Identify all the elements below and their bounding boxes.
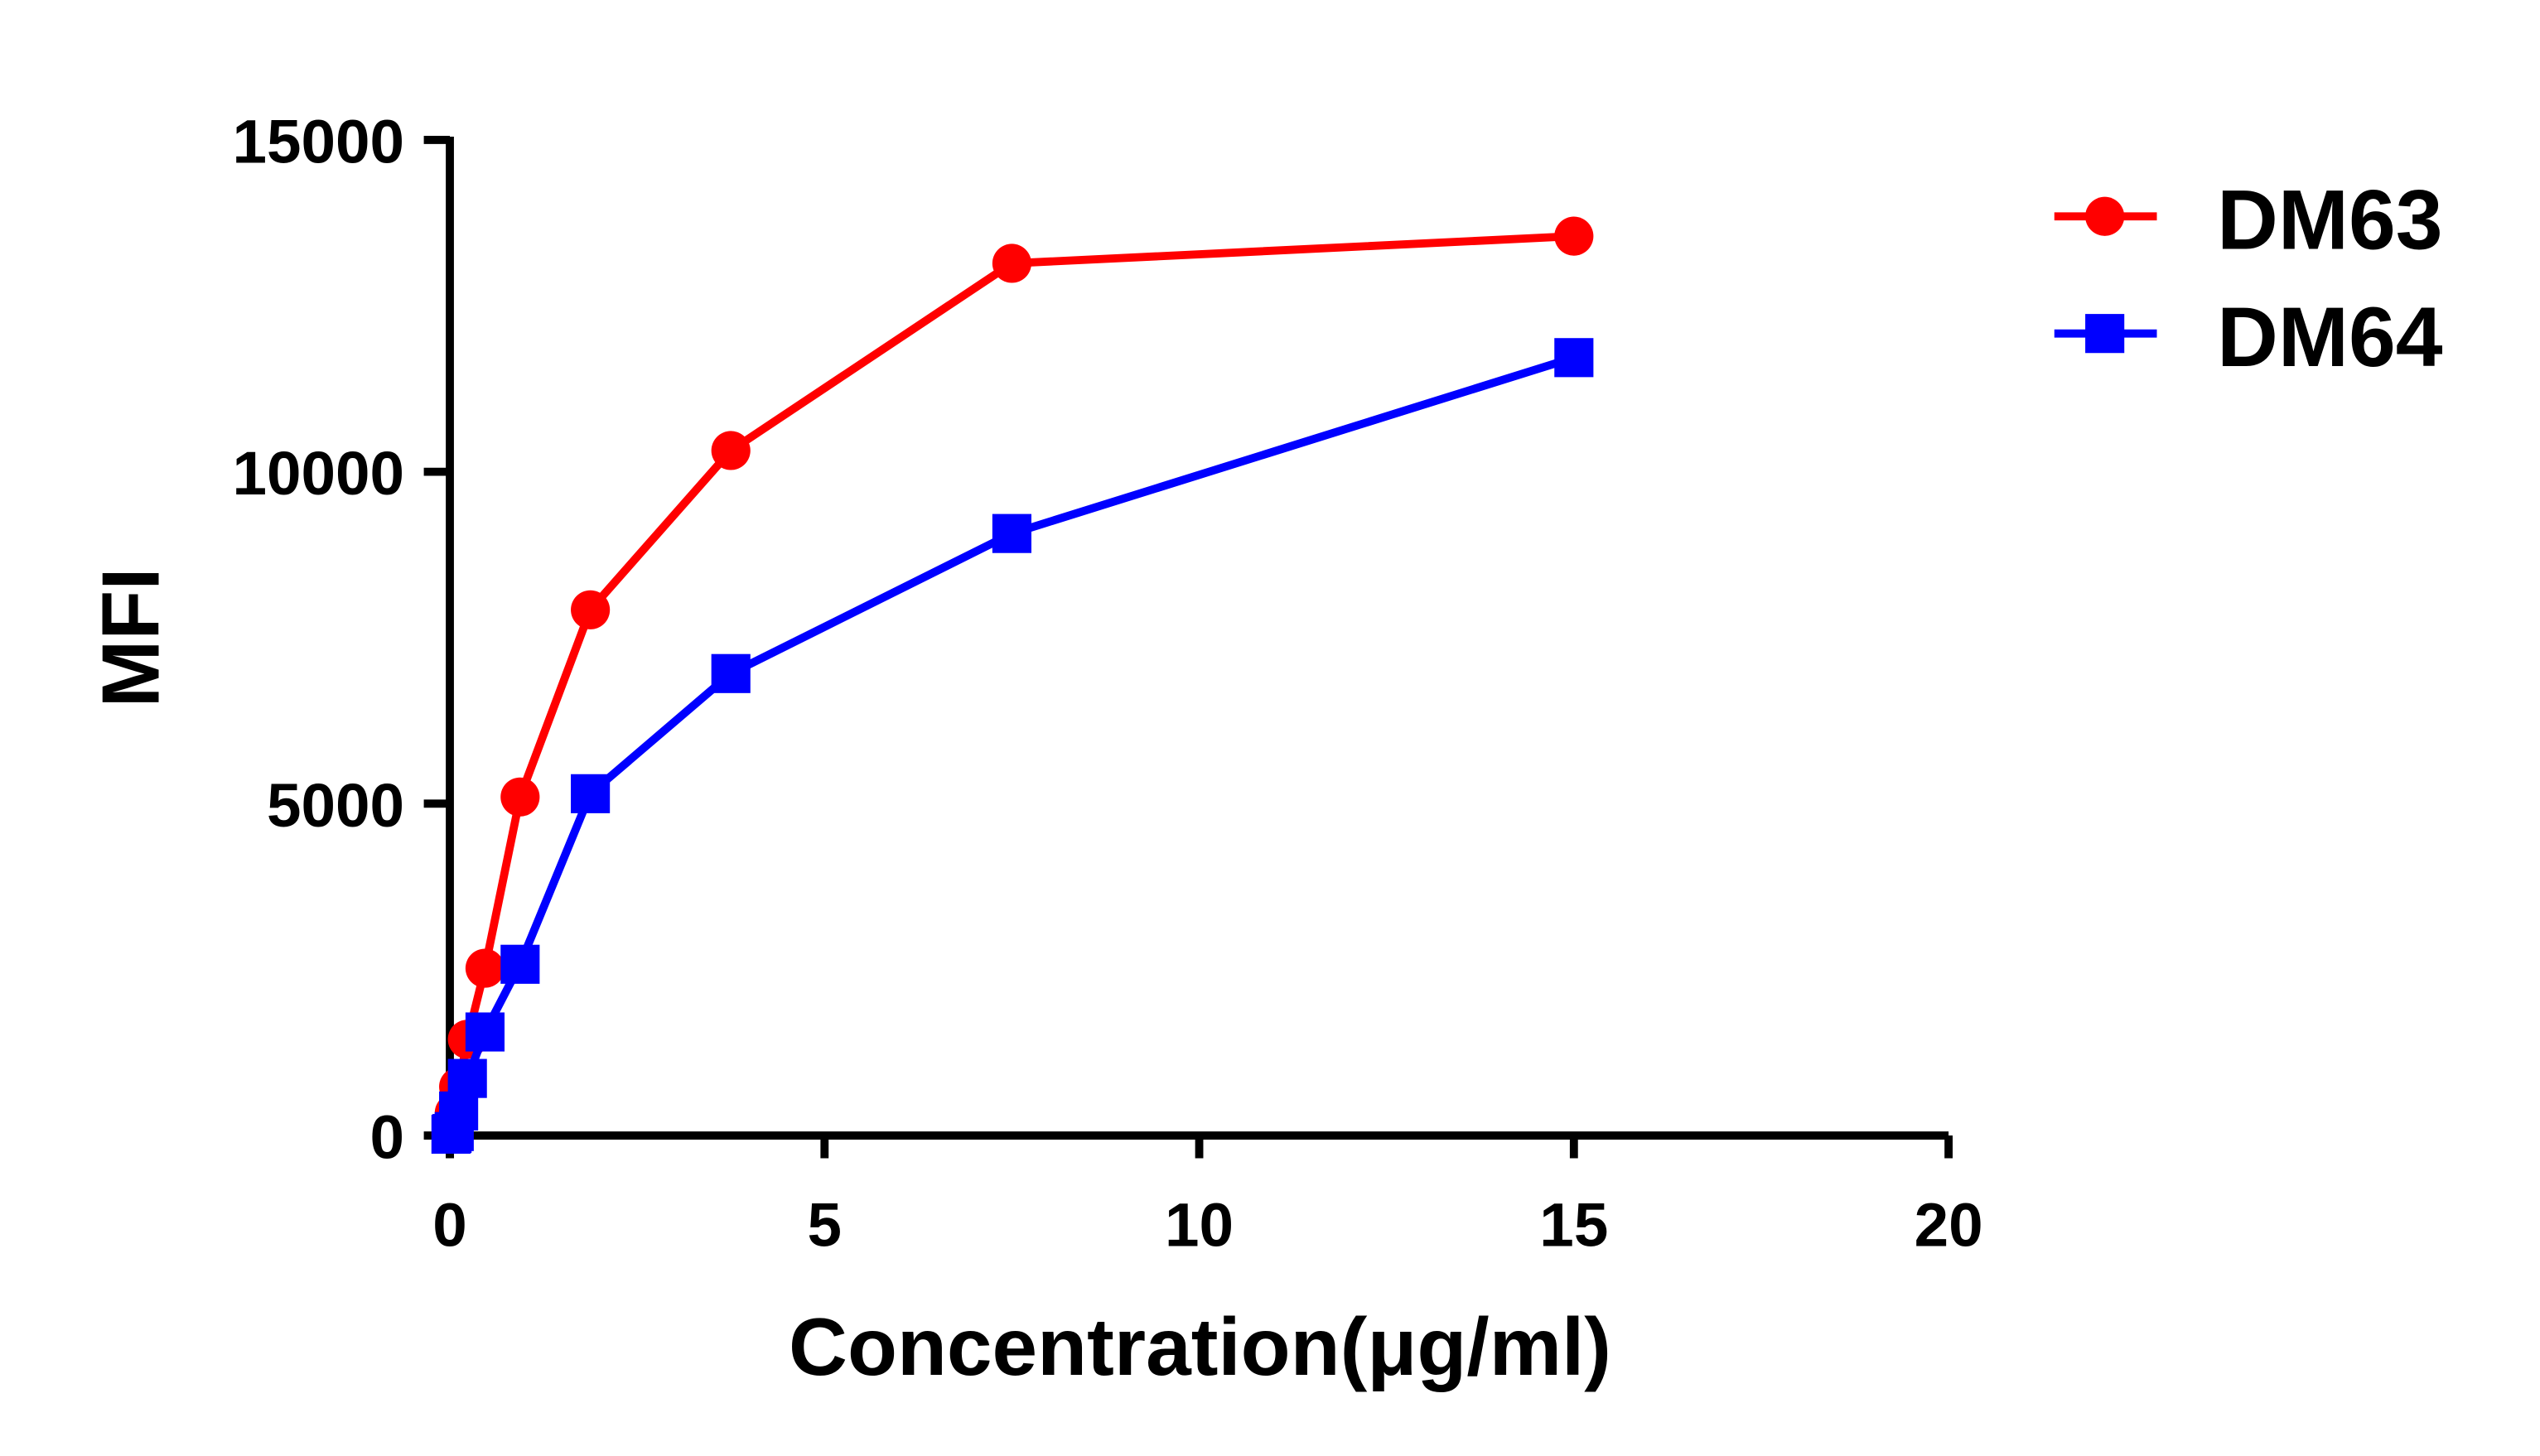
x-tick-label: 15 xyxy=(1539,1190,1608,1260)
data-point-DM64 xyxy=(571,774,611,813)
data-point-DM63 xyxy=(711,431,751,470)
y-tick-label: 10000 xyxy=(233,438,405,508)
data-point-DM63 xyxy=(992,243,1031,283)
data-point-DM64 xyxy=(447,1058,487,1098)
data-point-DM63 xyxy=(465,948,505,988)
x-tick-label: 20 xyxy=(1915,1190,1983,1260)
legend: DM63 DM64 xyxy=(2054,173,2443,384)
series-layer xyxy=(431,216,1594,1155)
y-tick-label: 5000 xyxy=(267,770,404,840)
legend-marker-DM64 xyxy=(2085,314,2125,354)
data-point-DM64 xyxy=(500,944,540,984)
x-tick-label: 0 xyxy=(432,1190,467,1260)
data-point-DM64 xyxy=(711,653,751,693)
x-tick-label: 10 xyxy=(1165,1190,1234,1260)
y-axis-label: MFI xyxy=(85,567,176,707)
data-point-DM63 xyxy=(571,590,611,629)
data-point-DM63 xyxy=(1554,216,1594,256)
x-tick-label: 5 xyxy=(808,1190,843,1260)
data-point-DM64 xyxy=(992,513,1031,553)
x-axis-label: Concentration(μg/ml) xyxy=(789,1301,1611,1392)
y-tick-label: 15000 xyxy=(233,106,405,176)
legend-marker-DM63 xyxy=(2085,196,2125,236)
legend-label-DM64: DM64 xyxy=(2217,290,2443,384)
data-point-DM64 xyxy=(1554,338,1594,378)
data-point-DM63 xyxy=(500,777,540,817)
axes: 0 5 10 15 20 0 5000 10000 15000 xyxy=(233,106,1983,1259)
legend-label-DM63: DM63 xyxy=(2217,173,2442,268)
series-line-DM64 xyxy=(448,354,1576,1138)
data-point-DM64 xyxy=(465,1012,505,1052)
y-tick-label: 0 xyxy=(370,1102,405,1172)
series-line-DM63 xyxy=(447,232,1575,1136)
